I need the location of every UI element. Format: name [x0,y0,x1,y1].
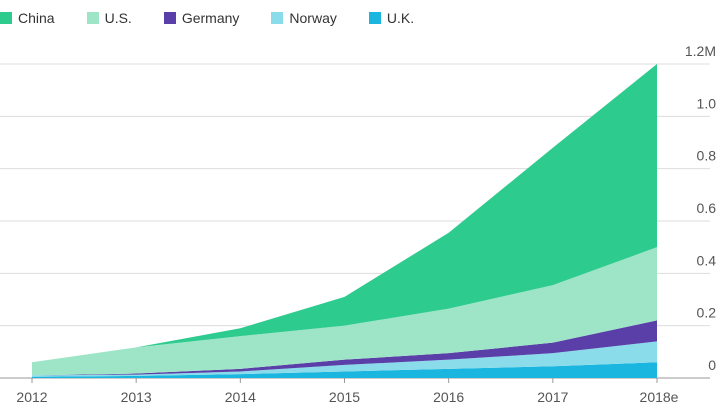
x-tick-label: 2018e [640,389,679,405]
legend-swatch-china [0,12,12,24]
y-tick-label: 1.2M [685,43,716,59]
legend-label-u-s: U.S. [104,10,132,26]
x-tick-label: 2013 [121,389,152,405]
area-layer [32,64,657,378]
chart-legend: China U.S. Germany Norway U.K. [0,8,446,28]
x-tick-label: 2015 [329,389,360,405]
legend-item-u-k: U.K. [368,10,415,26]
legend-label-china: China [18,10,55,26]
y-tick-label: 0 [708,357,716,373]
area-series-u-k [32,362,657,378]
legend-item-norway: Norway [271,10,337,26]
legend-swatch-germany [163,12,176,24]
area-series-u-s [32,247,657,376]
area-series-germany [32,320,657,376]
x-tick-label: 2016 [433,389,464,405]
legend-swatch-norway [271,12,284,24]
y-tick-label: 0.4 [697,252,717,268]
x-tick-label: 2014 [225,389,256,405]
area-series-china [32,64,657,363]
legend-item-germany: Germany [163,10,240,26]
y-tick-label: 0.8 [697,148,717,164]
legend-item-china: China [0,10,55,26]
area-series-norway [32,341,657,377]
legend-label-germany: Germany [181,10,240,26]
legend-swatch-u-k [368,12,381,24]
y-tick-label: 1.0 [697,95,717,111]
x-tick-label: 2012 [16,389,47,405]
y-tick-label: 0.2 [697,305,717,321]
legend-swatch-u-s [86,12,99,24]
x-tick-label: 2017 [537,389,568,405]
legend-label-norway: Norway [289,10,337,26]
legend-label-u-k: U.K. [386,10,415,26]
legend-item-u-s: U.S. [86,10,132,26]
y-tick-label: 0.6 [697,200,717,216]
axis-layer: 0 0.2 0.4 0.6 0.8 1.0 1.2M 2012 2013 2014 2015 2016… [16,43,716,405]
